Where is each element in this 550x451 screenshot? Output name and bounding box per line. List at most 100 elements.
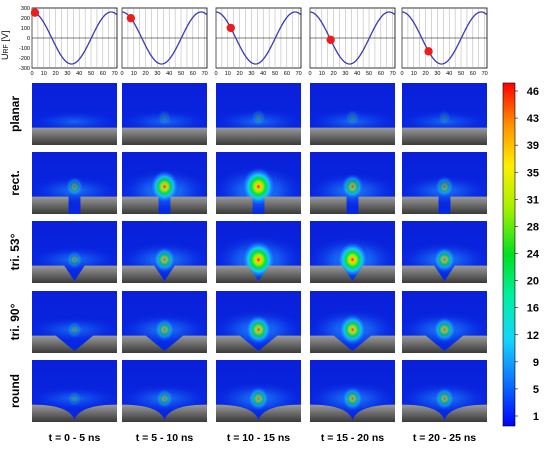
plasma-image	[122, 360, 207, 422]
colorbar-tick-label: 35	[527, 167, 539, 179]
rf-time-marker	[126, 13, 136, 23]
electrode	[216, 196, 301, 214]
rf-x-tick-label: 60	[284, 71, 290, 77]
plasma-image	[32, 83, 117, 145]
rf-panel: 0 10 20 30 40 50 60 70	[308, 7, 396, 77]
rf-x-tick-label: 0	[214, 71, 217, 77]
row-label: round	[8, 374, 22, 408]
rf-voltage-curve	[401, 11, 488, 65]
plasma-image	[216, 360, 301, 422]
rf-y-tick-label: -200	[19, 56, 30, 62]
plasma-image	[402, 360, 487, 422]
colorbar-tick-label: 31	[527, 194, 539, 206]
rf-x-tick-label: 50	[458, 71, 464, 77]
plasma-image	[310, 83, 395, 145]
plasma-image	[310, 152, 395, 214]
colorbar-tick-label: 46	[527, 86, 539, 98]
plasma-image	[216, 83, 301, 145]
plasma-image	[216, 152, 301, 214]
rf-time-marker	[30, 8, 40, 17]
colorbar: 46 43 39 35 31 28 24 20 16 12 9 5 1	[502, 82, 540, 427]
rf-x-tick-label: 20	[331, 71, 337, 77]
rf-x-tick-label: 50	[178, 71, 184, 77]
electrode	[216, 335, 301, 353]
plasma-image	[402, 152, 487, 214]
electrode	[122, 335, 207, 353]
rf-time-marker	[424, 47, 433, 56]
rf-x-tick-label: 20	[237, 71, 243, 77]
column-label: t = 10 - 15 ns	[226, 432, 291, 444]
column-label: t = 20 - 25 ns	[412, 432, 477, 444]
colorbar-tick-label: 20	[527, 276, 539, 288]
column-label: t = 15 - 20 ns	[320, 432, 385, 444]
rf-x-tick-label: 30	[248, 71, 254, 77]
colorbar-tick-label: 9	[533, 357, 539, 369]
plasma-image	[402, 221, 487, 283]
electrode	[32, 196, 117, 214]
rf-x-tick-label: 30	[342, 71, 348, 77]
plasma-image	[122, 83, 207, 145]
electrode	[310, 404, 395, 422]
column-label: t = 0 - 5 ns	[48, 432, 101, 444]
rf-x-tick-label: 30	[434, 71, 440, 77]
electrode	[402, 404, 487, 422]
rf-time-marker	[326, 35, 335, 45]
rf-x-tick-label: 10	[41, 71, 47, 77]
rf-panel: 0 10 20 30 40 50 60 70	[214, 7, 302, 77]
row-label: planar	[8, 96, 22, 133]
rf-time-marker	[226, 23, 235, 33]
rf-x-tick-label: 10	[319, 71, 325, 77]
colorbar-tick-label: 24	[527, 249, 540, 261]
rf-y-tick-label: 200	[21, 16, 30, 22]
rf-x-tick-label: 40	[76, 71, 82, 77]
rf-x-tick-label: 70	[482, 71, 488, 77]
electrode	[402, 335, 487, 353]
rf-y-axis-label: URF [V]	[0, 30, 10, 60]
plasma-image	[32, 360, 117, 422]
rf-x-tick-label: 10	[411, 71, 417, 77]
rf-y-tick-label: 0	[27, 36, 30, 42]
rf-x-tick-label: 40	[354, 71, 360, 77]
plasma-image	[310, 291, 395, 353]
plasma-image	[310, 221, 395, 283]
rf-x-tick-label: 40	[166, 71, 172, 77]
electrode	[216, 265, 301, 283]
colorbar-tick-label: 1	[533, 411, 539, 423]
plasma-image	[402, 83, 487, 145]
rf-x-tick-label: 40	[446, 71, 452, 77]
rf-x-tick-label: 40	[260, 71, 266, 77]
electrode	[402, 196, 487, 214]
colorbar-tick-label: 5	[533, 384, 539, 396]
rf-x-tick-label: 10	[131, 71, 137, 77]
electrode	[310, 127, 395, 145]
rf-x-tick-label: 50	[366, 71, 372, 77]
electrode	[122, 265, 207, 283]
rf-x-tick-label: 0	[120, 71, 123, 77]
rf-x-tick-label: 0	[308, 71, 311, 77]
electrode	[32, 335, 117, 353]
rf-x-tick-label: 20	[423, 71, 429, 77]
rf-x-tick-label: 70	[202, 71, 208, 77]
rf-x-tick-label: 20	[143, 71, 149, 77]
rf-x-tick-label: 60	[378, 71, 384, 77]
plasma-image	[216, 291, 301, 353]
electrode	[402, 265, 487, 283]
electrode	[122, 404, 207, 422]
plasma-image	[32, 291, 117, 353]
rf-x-tick-label: 60	[470, 71, 476, 77]
rf-voltage-curve	[31, 11, 118, 65]
plasma-image	[32, 221, 117, 283]
electrode	[216, 404, 301, 422]
colorbar-tick-label: 16	[527, 303, 539, 315]
rf-x-tick-label: 30	[64, 71, 70, 77]
electrode	[310, 265, 395, 283]
rf-panel: 0 10 20 30 40 50 60 70 300 200 100 0 -100 -200 -300	[19, 6, 118, 77]
electrode	[122, 127, 207, 145]
rf-x-tick-label: 30	[154, 71, 160, 77]
electrode	[32, 127, 117, 145]
electrode	[402, 127, 487, 145]
row-label: rect.	[8, 170, 22, 196]
colorbar-tick-label: 12	[527, 330, 539, 342]
plasma-image	[122, 221, 207, 283]
